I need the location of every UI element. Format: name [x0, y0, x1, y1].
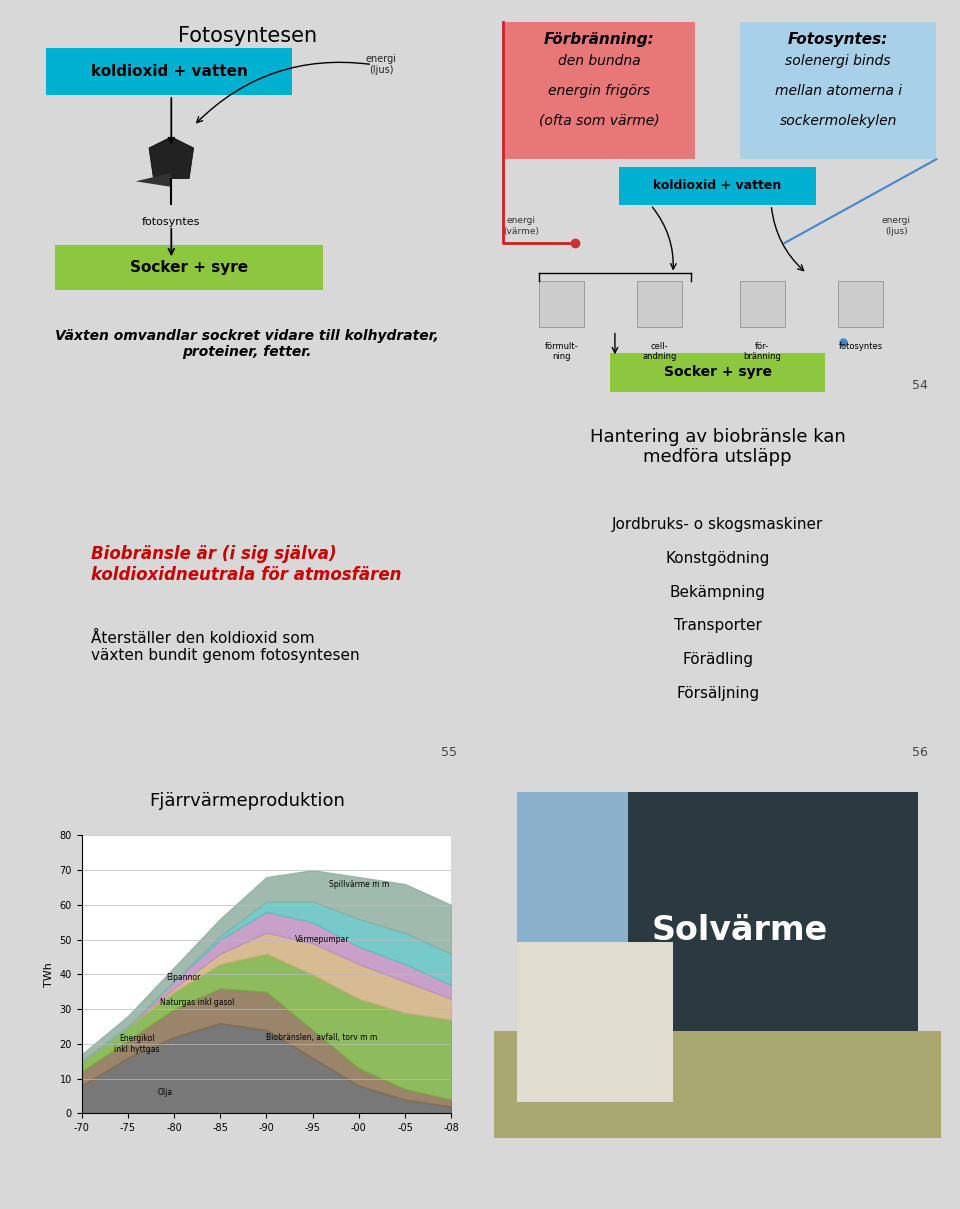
- Text: solenergi binds: solenergi binds: [785, 54, 891, 69]
- Text: (ofta som värme): (ofta som värme): [539, 114, 660, 128]
- Text: Återställer den koldioxid som
växten bundit genom fotosyntesen: Återställer den koldioxid som växten bun…: [91, 631, 360, 664]
- Text: energi
(ljus): energi (ljus): [366, 53, 396, 75]
- Text: 54: 54: [912, 378, 927, 392]
- FancyBboxPatch shape: [516, 942, 673, 1103]
- Text: koldioxid + vatten: koldioxid + vatten: [90, 64, 248, 79]
- Text: Fotosyntesen: Fotosyntesen: [178, 25, 317, 46]
- Text: sockermolekylen: sockermolekylen: [780, 114, 897, 128]
- Text: Elpannor: Elpannor: [166, 973, 201, 983]
- Text: för-
bränning: för- bränning: [743, 342, 781, 361]
- Text: Naturgas inkl gasol: Naturgas inkl gasol: [160, 997, 234, 1007]
- Text: Fotosyntes:: Fotosyntes:: [788, 31, 888, 47]
- FancyBboxPatch shape: [619, 167, 816, 206]
- Text: Förbränning:: Förbränning:: [544, 31, 655, 47]
- Text: fotosyntes: fotosyntes: [142, 218, 201, 227]
- Text: koldioxid + vatten: koldioxid + vatten: [654, 179, 781, 192]
- FancyBboxPatch shape: [494, 1030, 941, 1138]
- Text: Värmepumpar: Värmepumpar: [295, 936, 349, 944]
- Text: 56: 56: [912, 746, 927, 759]
- Text: Olja: Olja: [157, 1088, 173, 1097]
- Ellipse shape: [157, 139, 184, 167]
- FancyBboxPatch shape: [503, 22, 695, 160]
- FancyBboxPatch shape: [637, 280, 682, 326]
- Text: energi
(ljus): energi (ljus): [881, 216, 911, 236]
- FancyBboxPatch shape: [611, 353, 825, 392]
- Text: fotosyntes: fotosyntes: [838, 342, 882, 351]
- Text: Transporter: Transporter: [674, 619, 761, 634]
- FancyBboxPatch shape: [838, 280, 883, 326]
- Text: Växten omvandlar sockret vidare till kolhydrater,
proteiner, fetter.: Växten omvandlar sockret vidare till kol…: [56, 329, 439, 359]
- Text: Hantering av biobränsle kan
medföra utsläpp: Hantering av biobränsle kan medföra utsl…: [589, 428, 846, 467]
- Text: Spillvärme m m: Spillvärme m m: [328, 880, 389, 889]
- FancyBboxPatch shape: [46, 48, 292, 96]
- Text: Socker + syre: Socker + syre: [131, 260, 249, 274]
- Text: Fjärrvärmeproduktion: Fjärrvärmeproduktion: [149, 792, 346, 810]
- Text: mellan atomerna i: mellan atomerna i: [775, 85, 901, 98]
- Text: Solvärme: Solvärme: [652, 914, 828, 948]
- Y-axis label: TWh: TWh: [44, 962, 54, 987]
- Text: Socker + syre: Socker + syre: [663, 365, 772, 380]
- FancyBboxPatch shape: [516, 792, 919, 942]
- FancyBboxPatch shape: [56, 245, 324, 290]
- Text: Konstgödning: Konstgödning: [665, 551, 770, 566]
- FancyBboxPatch shape: [540, 280, 584, 326]
- FancyBboxPatch shape: [740, 22, 936, 160]
- Text: energin frigörs: energin frigörs: [548, 85, 650, 98]
- Text: den bundna: den bundna: [558, 54, 640, 69]
- Text: Bekämpning: Bekämpning: [670, 585, 765, 600]
- Text: Biobränslen, avfall, torv m m: Biobränslen, avfall, torv m m: [266, 1032, 377, 1041]
- Text: Biobränsle är (i sig själva)
koldioxidneutrala för atmosfären: Biobränsle är (i sig själva) koldioxidne…: [91, 545, 401, 584]
- Text: Jordbruks- o skogsmaskiner: Jordbruks- o skogsmaskiner: [612, 517, 824, 532]
- Text: Energikol
inkl hyttgas: Energikol inkl hyttgas: [114, 1034, 159, 1054]
- Text: cell-
andning: cell- andning: [642, 342, 677, 361]
- Text: förmult-
ning: förmult- ning: [544, 342, 578, 361]
- Text: Försäljning: Försäljning: [676, 687, 759, 701]
- Text: 55: 55: [441, 746, 457, 759]
- Polygon shape: [135, 173, 171, 187]
- Text: Förädling: Förädling: [683, 653, 753, 667]
- Polygon shape: [149, 137, 194, 179]
- Text: energi
(värme): energi (värme): [503, 216, 540, 236]
- FancyBboxPatch shape: [628, 792, 919, 1030]
- FancyBboxPatch shape: [740, 280, 784, 326]
